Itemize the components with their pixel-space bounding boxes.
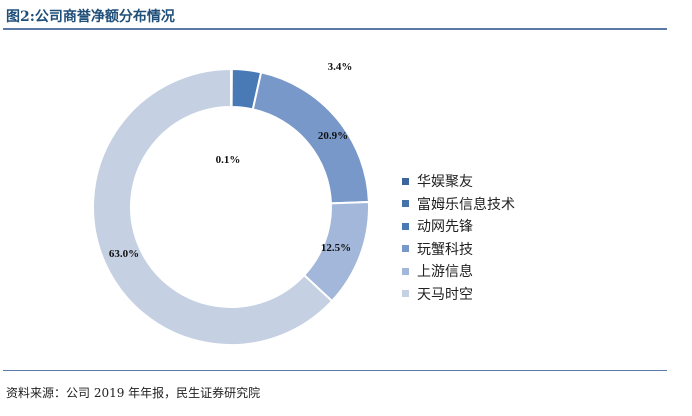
legend-item: 动网先锋	[402, 215, 515, 238]
legend-label: 上游信息	[417, 264, 473, 281]
donut-slice-3	[251, 71, 370, 205]
source-note: 资料来源：公司 2019 年年报，民生证券研究院	[6, 386, 261, 400]
legend-item: 玩蟹科技	[402, 238, 515, 261]
legend-swatch	[402, 177, 409, 185]
data-label: 3.4%	[328, 61, 353, 73]
donut-slice-5	[92, 67, 334, 346]
legend: 华娱聚友富姆乐信息技术 动网先锋玩蟹科技上游信息天马时空	[402, 170, 515, 305]
legend-swatch	[402, 222, 409, 230]
legend-swatch	[402, 290, 409, 298]
data-label: 0.1%	[216, 154, 241, 166]
data-label: 63.0%	[109, 248, 139, 260]
data-label: 12.5%	[321, 242, 351, 254]
chart-title: 图2:公司商誉净额分布情况	[6, 9, 175, 25]
legend-label: 玩蟹科技	[417, 241, 473, 258]
legend-swatch	[402, 267, 409, 275]
legend-swatch	[402, 245, 409, 253]
legend-item: 天马时空	[402, 283, 515, 306]
legend-item: 富姆乐信息技术	[402, 193, 515, 216]
legend-label: 富姆乐信息技术	[417, 196, 515, 213]
legend-swatch	[402, 200, 409, 208]
data-label: 20.9%	[318, 130, 348, 142]
legend-item: 上游信息	[402, 260, 515, 283]
legend-label: 华娱聚友	[417, 174, 473, 191]
legend-item: 华娱聚友	[402, 170, 515, 193]
legend-label: 天马时空	[417, 286, 473, 303]
legend-label: 动网先锋	[417, 219, 473, 236]
footer-divider	[3, 370, 667, 371]
header-divider	[3, 28, 667, 30]
